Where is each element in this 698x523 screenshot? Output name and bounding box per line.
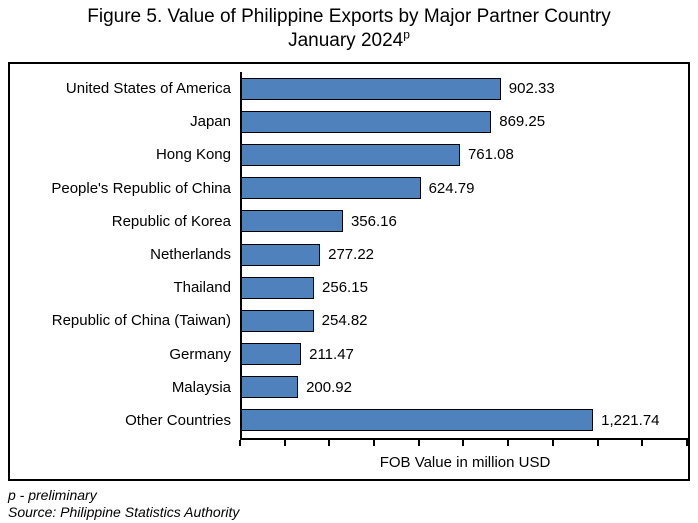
bar-row: Other Countries 1,221.74	[10, 404, 688, 437]
bar	[240, 110, 492, 133]
bar	[240, 343, 302, 366]
x-axis-title: FOB Value in million USD	[379, 454, 551, 471]
bar	[240, 143, 460, 166]
x-axis-ticks	[239, 440, 688, 446]
value-label: 211.47	[309, 345, 354, 363]
axis-tick	[551, 440, 554, 446]
page-title: Figure 5. Value of Philippine Exports by…	[0, 5, 698, 53]
value-label: 624.79	[428, 179, 475, 197]
bar-row: United States of America 902.33	[10, 72, 688, 105]
value-label: 869.25	[499, 113, 546, 131]
category-label: Malaysia	[171, 378, 231, 396]
axis-tick	[417, 440, 420, 446]
bar-row: Thailand 256.15	[10, 271, 688, 304]
axis-tick	[239, 440, 241, 446]
bar	[240, 309, 314, 332]
category-label: United States of America	[65, 80, 231, 98]
value-label: 200.92	[306, 378, 352, 396]
value-label: 254.82	[321, 312, 368, 330]
chart-plot-area: United States of America 902.33 Japan 86…	[8, 62, 690, 481]
source-note: Source: Philippine Statistics Authority	[8, 504, 240, 520]
bar-row: People's Republic of China 624.79	[10, 172, 688, 205]
bar-row: Malaysia 200.92	[10, 371, 688, 404]
category-label: Republic of Korea	[111, 212, 231, 230]
value-label: 761.08	[467, 146, 514, 164]
category-label: Republic of China (Taiwan)	[51, 312, 231, 330]
bar-track: 761.08	[240, 138, 688, 171]
bar-track: 211.47	[240, 338, 688, 371]
axis-tick	[596, 440, 599, 446]
bar-track: 356.16	[240, 205, 688, 238]
bar-row: Republic of Korea 356.16	[10, 205, 688, 238]
chart-footnotes: p - preliminary Source: Philippine Stati…	[8, 487, 239, 521]
axis-tick	[507, 440, 510, 446]
bar	[240, 376, 299, 399]
value-label: 356.16	[350, 212, 397, 230]
category-label: Thailand	[173, 279, 231, 297]
category-label: Netherlands	[150, 246, 231, 264]
value-label: 1,221.74	[601, 411, 660, 429]
bar-track: 1,221.74	[240, 404, 688, 437]
preliminary-note: p - preliminary	[8, 487, 97, 503]
bar	[240, 210, 343, 233]
bar-track: 200.92	[240, 371, 688, 404]
bar-row: Hong Kong 761.08	[10, 138, 688, 171]
bar	[240, 276, 315, 299]
category-label: Japan	[190, 113, 231, 131]
bar-row: Japan 869.25	[10, 105, 688, 138]
value-label: 256.15	[322, 279, 368, 297]
value-label: 902.33	[508, 80, 555, 98]
bar-track: 624.79	[240, 172, 688, 205]
axis-tick	[373, 440, 376, 446]
bar-track: 869.25	[240, 105, 688, 138]
bar-row: Netherlands 277.22	[10, 238, 688, 271]
chart-rows: United States of America 902.33 Japan 86…	[10, 72, 688, 438]
bar-track: 254.82	[240, 304, 688, 337]
category-label: Germany	[169, 345, 231, 363]
category-label: Hong Kong	[155, 146, 231, 164]
y-axis-line	[240, 72, 242, 438]
axis-tick	[283, 440, 286, 446]
bar-track: 902.33	[240, 72, 688, 105]
bar-row: Germany 211.47	[10, 338, 688, 371]
category-label: Other Countries	[125, 411, 231, 429]
value-label: 277.22	[328, 246, 375, 264]
axis-tick	[328, 440, 331, 446]
bar	[240, 243, 321, 266]
page-title-line1: Figure 5. Value of Philippine Exports by…	[87, 6, 611, 27]
category-label: People's Republic of China	[51, 179, 231, 197]
preliminary-superscript: p	[403, 27, 410, 42]
page-title-line2: January 2024	[288, 30, 404, 51]
bar-row: Republic of China (Taiwan) 254.82	[10, 304, 688, 337]
axis-tick	[462, 440, 465, 446]
bar	[240, 409, 594, 432]
x-axis-line	[240, 438, 688, 440]
bar	[240, 177, 421, 200]
axis-tick	[685, 440, 688, 446]
axis-tick	[641, 440, 644, 446]
bar	[240, 77, 501, 100]
bar-track: 277.22	[240, 238, 688, 271]
bar-track: 256.15	[240, 271, 688, 304]
